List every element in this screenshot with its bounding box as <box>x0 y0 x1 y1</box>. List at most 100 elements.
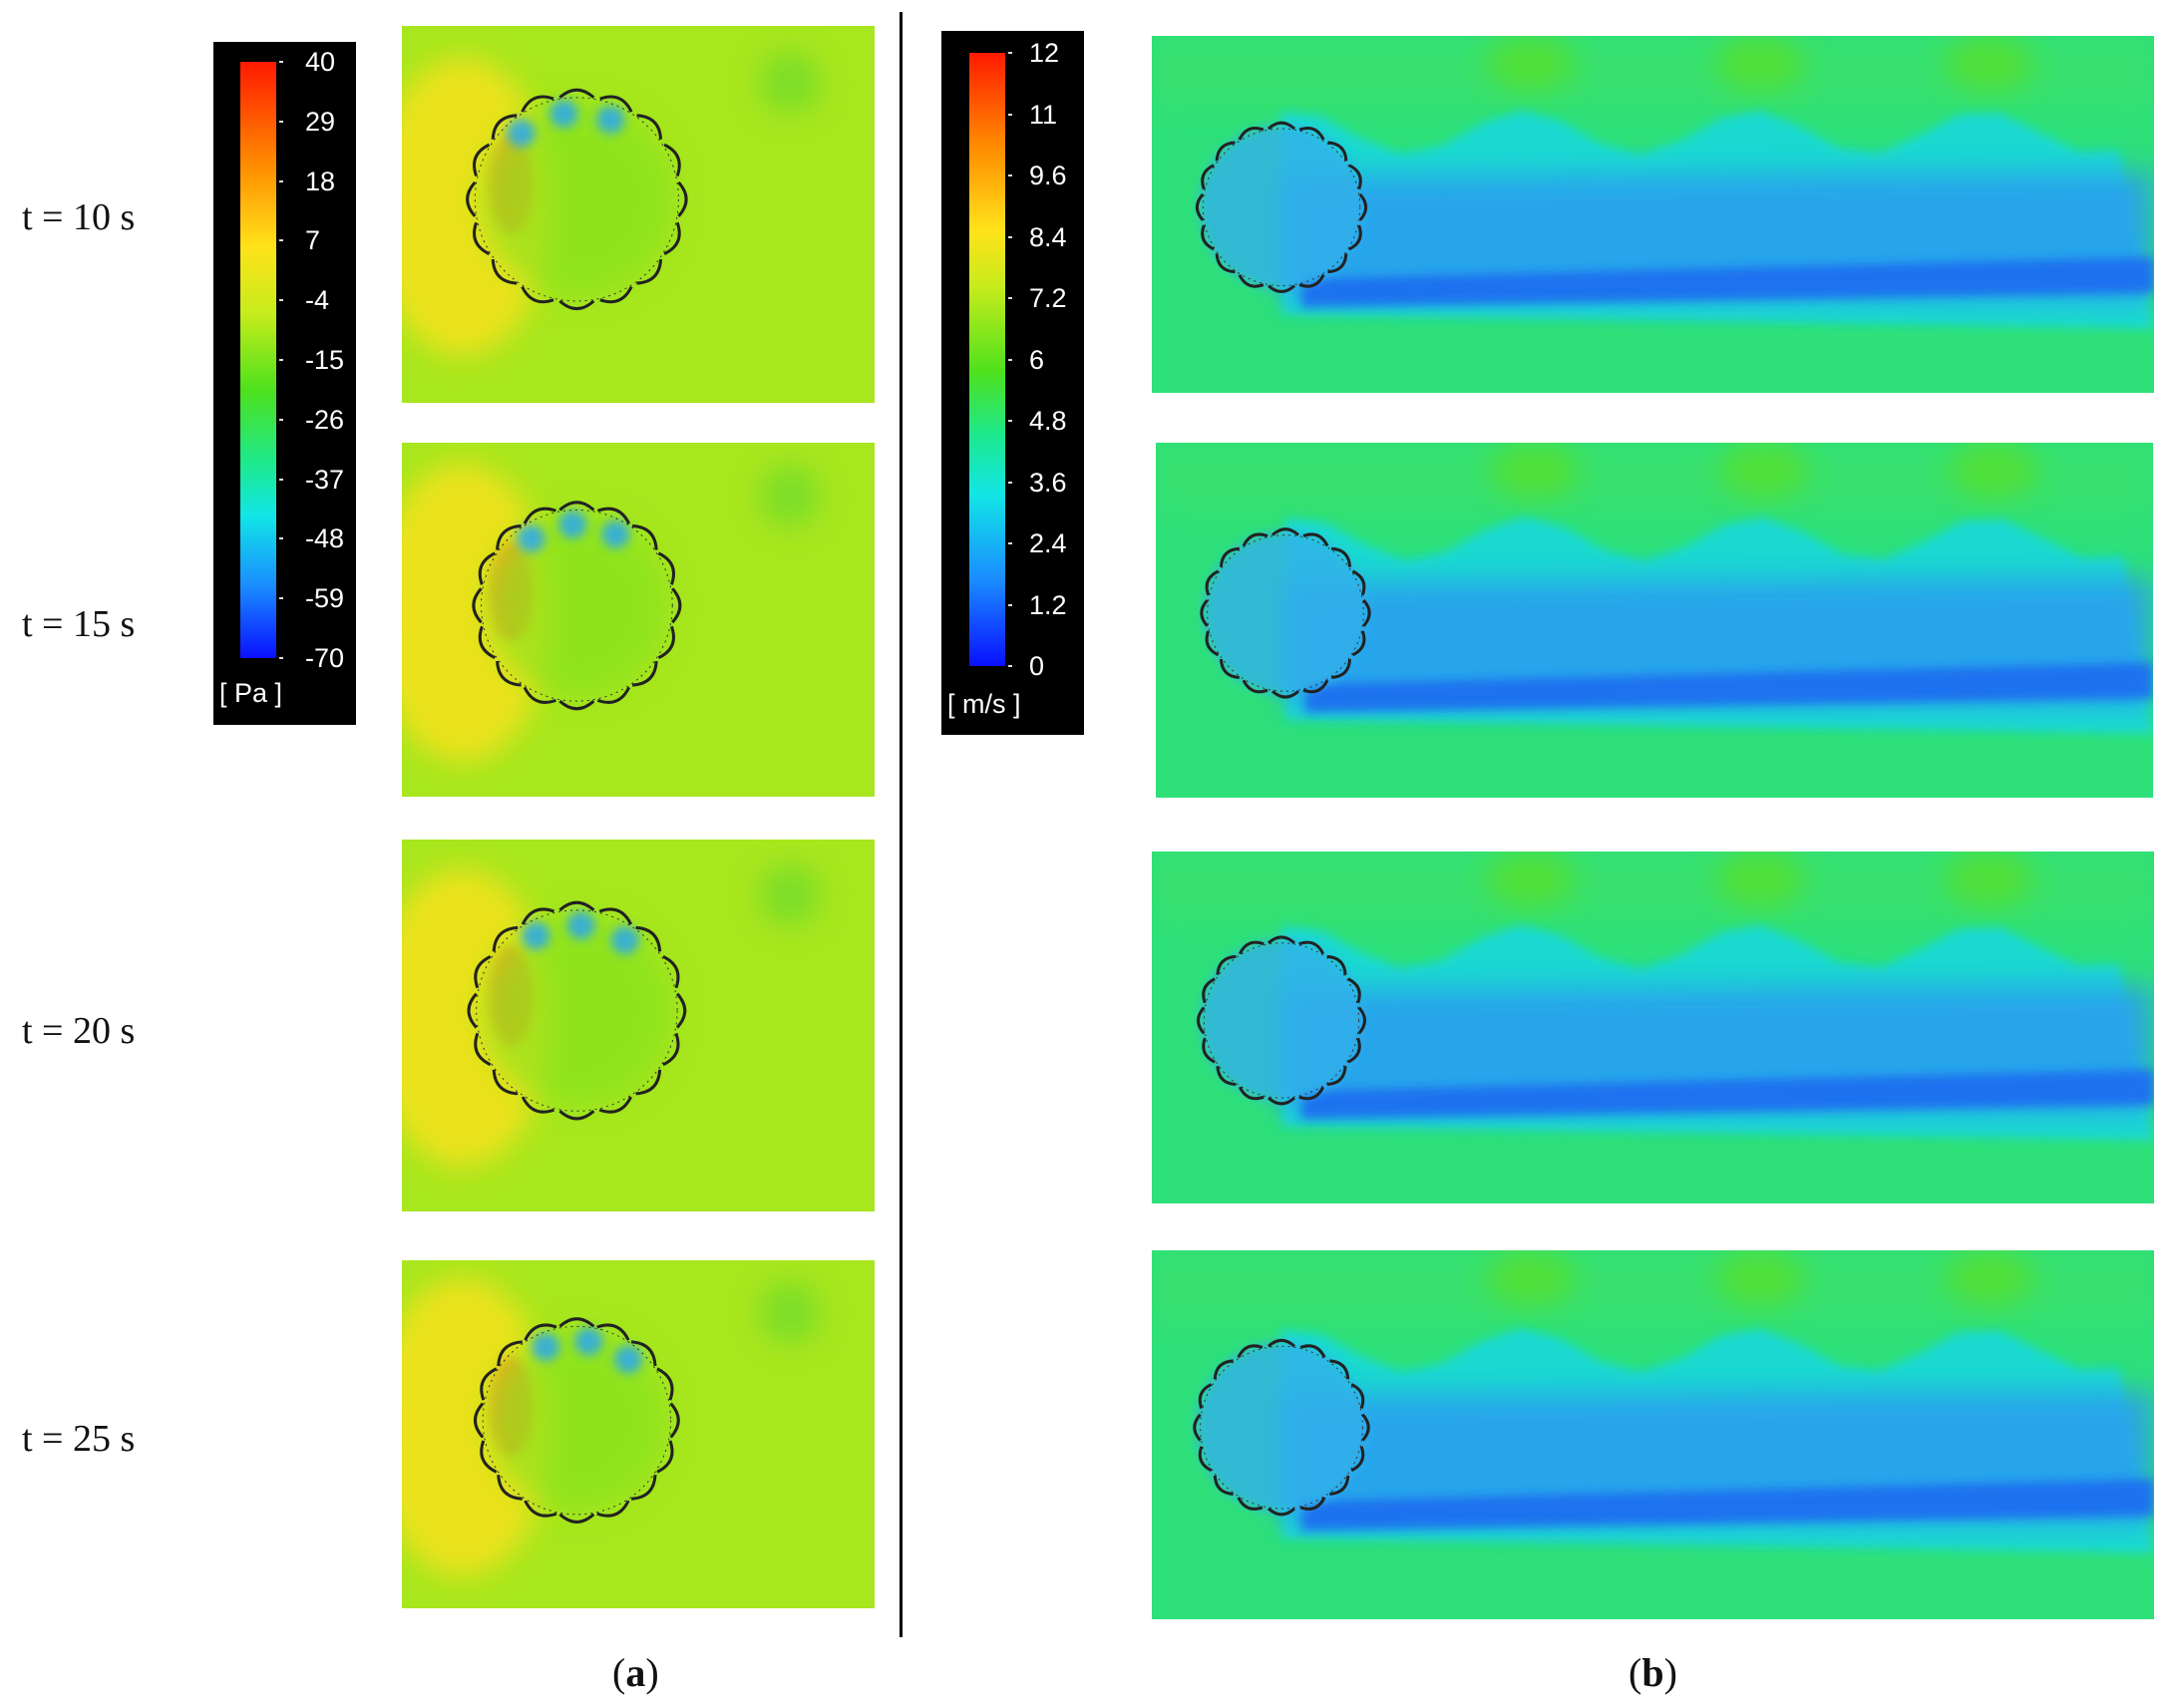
rotor-blade <box>1351 569 1366 596</box>
rotor-blade <box>1193 1413 1202 1442</box>
rotor-blade <box>497 1475 523 1501</box>
subfigure-label-a: (a) <box>612 1649 659 1696</box>
rotor-blade <box>1357 1006 1367 1035</box>
colorbar-tick-label: -70 <box>305 643 345 673</box>
velocity-colorbar: 12 11 9.6 8.4 7.2 6 4.8 3.6 2.4 1.2 0 [ m/s ] <box>941 31 1084 735</box>
rotor-blade <box>1267 1096 1296 1106</box>
rotor-blades <box>472 501 682 711</box>
rotor-blade <box>663 221 681 255</box>
rotor-blade <box>1202 977 1216 1004</box>
rotor-blade <box>1299 1497 1326 1511</box>
high-velocity-spot <box>1486 36 1576 92</box>
suction-spot <box>517 524 545 553</box>
suction-spot <box>610 925 639 954</box>
rotor-blade <box>521 95 554 113</box>
colorbar-tick-label: 8.4 <box>1029 221 1067 252</box>
pressure-contour-t25 <box>402 1260 875 1608</box>
colorbar-tick-mark <box>1008 665 1012 667</box>
high-pressure-zone <box>402 1277 551 1577</box>
shed-vortex <box>759 1282 820 1343</box>
rotor-blade <box>1242 532 1268 547</box>
rotor-flow-zone <box>1196 1342 1367 1514</box>
rotor-blade <box>1198 1446 1213 1473</box>
rotor-blade <box>524 1323 557 1341</box>
shed-vortex <box>759 466 820 526</box>
colorbar-tick-mark <box>279 359 283 361</box>
rotor-blade <box>1347 1037 1361 1064</box>
rotor-circle <box>1200 1345 1363 1510</box>
rotor-blade <box>558 299 595 311</box>
colorbar-tick-label: 7 <box>305 225 321 256</box>
rotor-low-pressure <box>487 1331 666 1511</box>
sublabel-a-letter: a <box>625 1650 646 1695</box>
rotor-flow-zone <box>1203 530 1368 696</box>
colorbar-tick-mark <box>1008 52 1012 54</box>
rotor-blade <box>558 1110 595 1121</box>
colorbar-tick-mark <box>279 537 283 540</box>
colorbar-tick-label: -48 <box>305 523 345 554</box>
rotor-blade <box>675 992 687 1029</box>
colorbar-tick-mark <box>279 478 283 481</box>
colorbar-tick-label: -15 <box>305 345 345 375</box>
high-velocity-spot <box>1715 852 1805 907</box>
sublabel-b-close: ) <box>1663 1650 1677 1695</box>
colorbar-tick-label: 18 <box>305 166 336 196</box>
rotor-blade <box>1270 690 1300 699</box>
rotor-blade <box>1267 121 1296 131</box>
colorbar-tick-label: 3.6 <box>1029 467 1067 498</box>
sublabel-b-letter: b <box>1641 1650 1664 1695</box>
rotor-blade <box>558 88 595 99</box>
rotor-blade <box>1219 546 1240 567</box>
rotor-low-pressure <box>480 102 674 296</box>
velocity-contour-t20 <box>1152 852 2154 1203</box>
rotor-blade <box>1326 954 1347 975</box>
colorbar-tick-mark <box>1008 542 1012 544</box>
rotor-blade <box>1358 192 1368 221</box>
rotor-blade <box>1201 224 1215 251</box>
rotor-blade <box>478 551 497 585</box>
rotor-blades <box>474 1317 680 1524</box>
rotor-circle <box>1203 942 1360 1099</box>
rotor-blade <box>1237 1344 1264 1359</box>
rotor-blade <box>1298 940 1325 955</box>
velocity-contour-t15 <box>1156 443 2153 798</box>
rotor-blade <box>635 925 662 952</box>
rotor-blade <box>598 907 632 925</box>
colorbar-tick-label: 6 <box>1029 344 1045 375</box>
colorbar-tick-mark <box>279 179 283 182</box>
rotor-blade <box>558 1317 595 1328</box>
velocity-contour-t10 <box>1152 36 2154 393</box>
rotor-blade <box>1331 658 1352 679</box>
colorbar-tick-label: 4.8 <box>1029 406 1067 436</box>
rotor-blade <box>1196 1006 1206 1035</box>
rotor-blade <box>596 1323 630 1341</box>
rotor-blade <box>1219 658 1240 679</box>
rotor-blade <box>491 258 518 285</box>
rotor-blade <box>1351 630 1366 657</box>
colorbar-tick-mark <box>279 299 283 302</box>
high-velocity-spot <box>1486 1250 1576 1306</box>
rotor-blade <box>472 587 483 624</box>
rotor-blade <box>474 954 492 989</box>
colorbar-tick-label: 2.4 <box>1029 528 1067 558</box>
rotor-blades <box>1196 935 1367 1106</box>
colorbar-tick-label: 0 <box>1029 651 1045 681</box>
suction-spot <box>601 519 630 548</box>
rotor-blade <box>478 625 497 660</box>
sublabel-a-close: ) <box>645 1650 659 1695</box>
colorbar-tick-mark <box>1008 174 1012 176</box>
rotor-blade <box>596 686 631 704</box>
rotor-blade <box>524 1500 557 1518</box>
rotor-blade <box>599 285 633 304</box>
rotor-blade <box>636 258 663 285</box>
rotor-blade <box>1201 164 1215 190</box>
rotor-blade <box>632 660 658 687</box>
sublabel-a-open: ( <box>612 1650 626 1695</box>
rotor-blade <box>1237 1497 1264 1511</box>
rotor-blade <box>1213 1475 1234 1496</box>
rotor-blade <box>1270 527 1300 536</box>
rotor-blade <box>596 507 631 524</box>
colorbar-tick-label: 12 <box>1029 38 1060 68</box>
colorbar-tick-mark <box>1008 235 1012 238</box>
rotor-blade <box>558 501 595 512</box>
